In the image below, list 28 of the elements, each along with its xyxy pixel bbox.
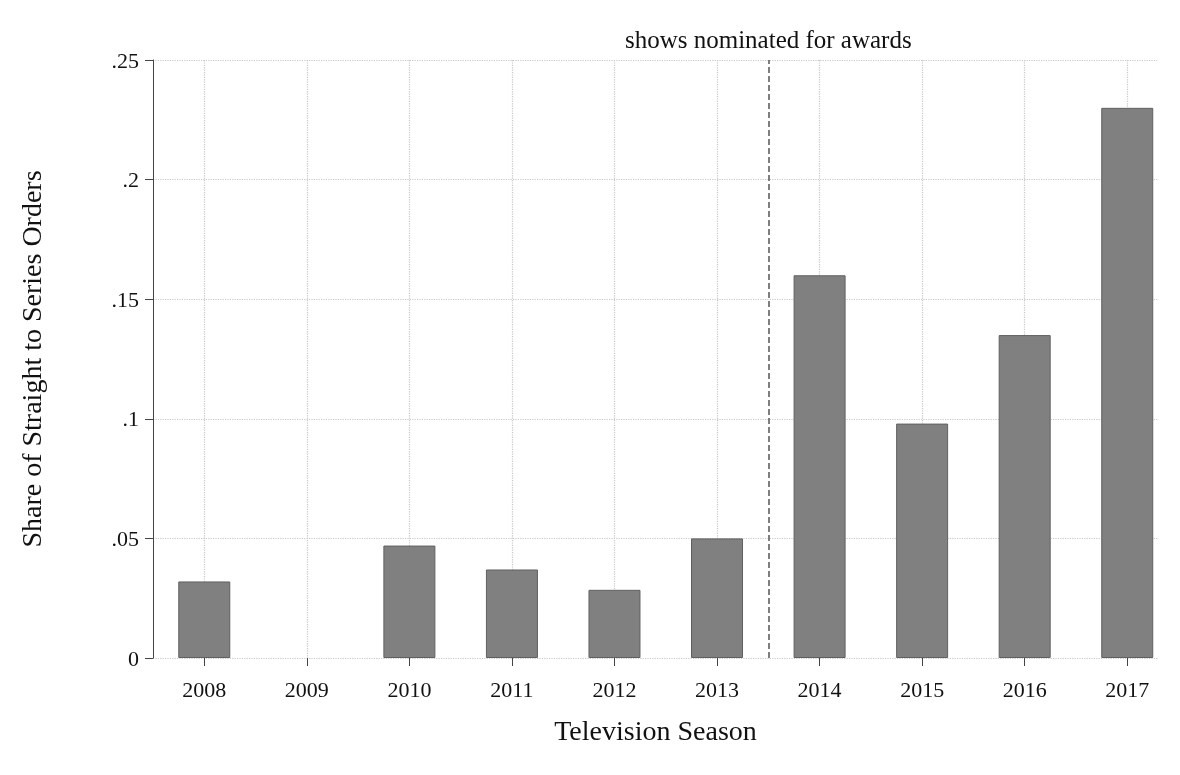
- bar: [383, 545, 436, 658]
- bar: [793, 275, 846, 658]
- x-tick-label: 2012: [592, 676, 637, 702]
- ref-line-label: shows nominated for awards: [624, 26, 912, 53]
- bar: [588, 589, 641, 658]
- x-tick-label: 2016: [1002, 676, 1047, 702]
- y-tick-label: .15: [111, 286, 139, 312]
- bar: [1101, 107, 1154, 658]
- bar: [178, 581, 231, 658]
- bar: [485, 569, 538, 658]
- y-axis-title: Share of Straight to Series Orders: [15, 170, 47, 548]
- y-tick-label: 0: [128, 645, 139, 671]
- y-tick-label: .1: [122, 406, 139, 432]
- x-tick-label: 2015: [900, 676, 945, 702]
- x-axis-title: Television Season: [554, 714, 757, 746]
- x-tick-label: 2017: [1105, 676, 1150, 702]
- x-tick-label: 2014: [797, 676, 842, 702]
- bar: [896, 423, 949, 658]
- y-tick-label: .05: [111, 525, 139, 551]
- x-tick-label: 2013: [695, 676, 740, 702]
- bar: [691, 538, 744, 658]
- y-tick-label: .25: [111, 47, 139, 73]
- y-tick-label: .2: [122, 167, 139, 193]
- x-tick-label: 2009: [284, 676, 329, 702]
- bar: [998, 335, 1051, 658]
- x-tick-label: 2011: [490, 676, 534, 702]
- x-tick-label: 2010: [387, 676, 432, 702]
- x-tick-label: 2008: [182, 676, 227, 702]
